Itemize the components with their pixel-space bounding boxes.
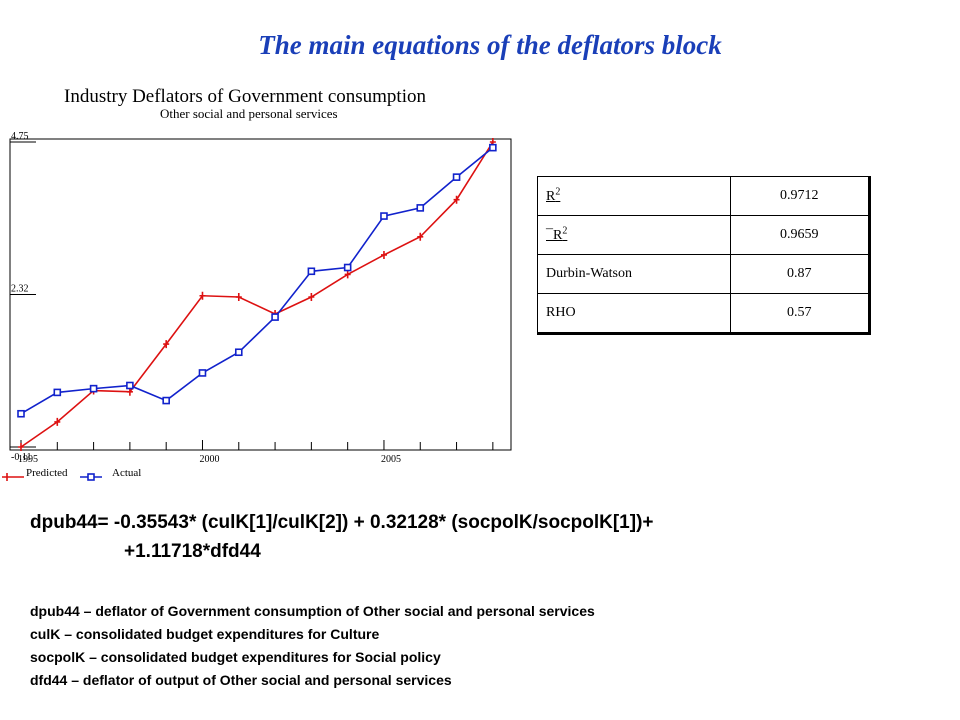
data-point-actual <box>17 409 25 418</box>
data-point-actual <box>198 369 207 377</box>
slide-title: The main equations of the deflators bloc… <box>258 30 722 60</box>
y-tick-label: 2.32 <box>11 284 29 295</box>
variable-definitions: dpub44 – deflator of Government consumpt… <box>30 600 950 692</box>
stats-row-dw: Durbin-Watson 0.87 <box>537 254 870 294</box>
data-point-predicted <box>344 270 351 279</box>
chart-subtitle: Other social and personal services <box>160 106 338 121</box>
stats-label-rho: RHO <box>537 293 731 334</box>
stats-label-dw: Durbin-Watson <box>537 254 731 294</box>
data-point-actual <box>380 212 388 220</box>
data-point-actual <box>234 348 243 357</box>
data-point-predicted <box>235 293 242 302</box>
data-point-predicted <box>380 250 387 259</box>
stats-value-dw: 0.87 <box>729 254 870 294</box>
data-point-predicted <box>417 232 424 241</box>
definition-culk: culK – consolidated budget expenditures … <box>30 626 380 642</box>
data-point-actual <box>416 204 425 212</box>
y-tick-label: -0.11 <box>11 452 31 463</box>
data-point-actual <box>53 388 62 397</box>
definition-socpolk: socpolK – consolidated budget expenditur… <box>30 649 441 665</box>
stats-value-adj-r2: 0.9659 <box>729 215 870 255</box>
equation-line-1: dpub44= -0.35543* (culK[1]/culK[2]) + 0.… <box>30 512 654 533</box>
stats-value-rho: 0.57 <box>729 293 870 334</box>
x-tick-label: 2005 <box>381 454 401 465</box>
data-point-predicted <box>54 417 61 426</box>
data-point-actual <box>162 396 170 405</box>
x-tick-label: 2000 <box>199 454 219 465</box>
y-tick-label: 4.75 <box>11 131 29 142</box>
stats-value-r2: 0.9712 <box>729 176 870 216</box>
data-point-predicted <box>199 291 206 300</box>
equation-line-2: +1.11718*dfd44 <box>124 541 261 562</box>
data-point-actual <box>452 173 461 181</box>
regression-stats-table: R2 0.9712 ¯R2 0.9659 Durbin-Watson 0.87 … <box>537 176 871 335</box>
data-point-actual <box>307 267 316 276</box>
data-point-actual <box>489 143 497 152</box>
plot-frame <box>9 138 512 451</box>
data-point-actual <box>343 263 352 272</box>
data-point-actual <box>271 313 279 321</box>
stats-row-rho: RHO 0.57 <box>537 293 870 334</box>
series-line-actual <box>20 147 494 415</box>
data-point-actual <box>89 384 98 393</box>
legend-label-actual: Actual <box>112 467 141 479</box>
chart-title: Industry Deflators of Government consump… <box>64 86 426 107</box>
data-point-predicted <box>453 195 460 204</box>
series-line-predicted <box>20 141 494 448</box>
regression-equation: dpub44= -0.35543* (culK[1]/culK[2]) + 0.… <box>30 508 950 566</box>
stats-row-adj-r2: ¯R2 0.9659 <box>537 215 870 255</box>
data-point-predicted <box>308 293 315 302</box>
definition-dpub44: dpub44 – deflator of Government consumpt… <box>30 603 595 619</box>
stats-label-r2: R2 <box>537 176 731 216</box>
legend-marker-actual <box>87 473 95 481</box>
data-point-predicted <box>163 340 170 349</box>
stats-row-r2: R2 0.9712 <box>537 176 870 216</box>
definition-dfd44: dfd44 – deflator of output of Other soci… <box>30 672 452 688</box>
x-tick-label: 1995 <box>18 454 38 465</box>
data-point-predicted <box>18 443 24 451</box>
stats-label-adj-r2: ¯R2 <box>537 215 731 255</box>
legend-label-predicted: Predicted <box>26 467 68 479</box>
data-point-actual <box>126 381 134 390</box>
